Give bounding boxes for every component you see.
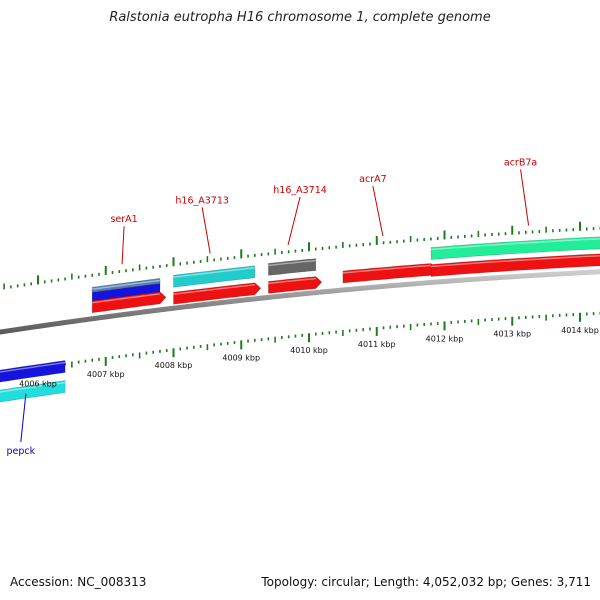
kbp-label: 4012 kbp <box>426 334 464 343</box>
gene-highlight <box>92 293 161 304</box>
gene-labels: pepck serA1 h16_A3713 h16_A3714 acrA7 acrB7a <box>7 157 538 456</box>
gene-label-leader <box>20 393 27 442</box>
gene-highlight <box>268 277 316 285</box>
gene-highlight <box>268 259 316 267</box>
map-title: Ralstonia eutropha H16 chromosome 1, com… <box>109 10 491 25</box>
gene-feature <box>91 291 167 314</box>
tick-marks-inner <box>3 311 600 378</box>
tick-marks-outer <box>3 221 600 290</box>
gene-features <box>0 236 600 403</box>
gene-highlight <box>430 238 600 251</box>
gene-label-leader <box>287 196 301 246</box>
gene-feature <box>173 282 262 305</box>
gene-feature <box>0 380 66 403</box>
gene-label-leader <box>201 207 211 254</box>
gene-h16-a3714 <box>268 258 317 276</box>
gene-label: acrA7 <box>359 174 387 185</box>
kbp-scale-labels: 4006 kbp 4007 kbp 4008 kbp 4009 kbp 4010 kbp… <box>19 326 599 389</box>
kbp-label: 4011 kbp <box>358 340 396 349</box>
kbp-label: 4009 kbp <box>222 353 260 362</box>
gene-highlight <box>173 284 255 295</box>
kbp-label: 4006 kbp <box>19 379 57 388</box>
gene-feature <box>268 276 323 294</box>
accession-text: Accession: NC_008313 <box>10 575 147 589</box>
gene-h16-a3713 <box>173 265 256 288</box>
gene-label: serA1 <box>110 214 137 225</box>
gene-label: h16_A3713 <box>175 195 229 206</box>
gene-highlight <box>92 279 161 290</box>
gene-label: pepck <box>7 446 36 457</box>
genome-summary-text: Topology: circular; Length: 4,052,032 bp… <box>261 575 591 589</box>
kbp-label: 4010 kbp <box>290 346 328 355</box>
gene-pepck <box>0 360 66 383</box>
gene-label: acrB7a <box>504 157 537 168</box>
gene-highlight <box>0 381 66 393</box>
kbp-label: 4007 kbp <box>87 370 125 379</box>
gene-label-leader <box>372 185 384 237</box>
chromosome-backbone <box>0 269 600 335</box>
gene-label-leader <box>121 226 125 265</box>
gene-label-leader <box>520 169 530 226</box>
gene-highlight <box>430 255 600 268</box>
kbp-label: 4014 kbp <box>561 326 599 335</box>
kbp-label: 4008 kbp <box>155 361 193 370</box>
gene-highlight <box>342 264 432 274</box>
gene-highlight <box>0 361 66 373</box>
gene-highlight <box>173 267 255 278</box>
gene-label: h16_A3714 <box>273 185 327 196</box>
kbp-label: 4013 kbp <box>493 330 531 339</box>
gene-feature <box>91 278 161 293</box>
gene-feature <box>430 253 600 277</box>
gene-acrb7a <box>430 236 600 260</box>
